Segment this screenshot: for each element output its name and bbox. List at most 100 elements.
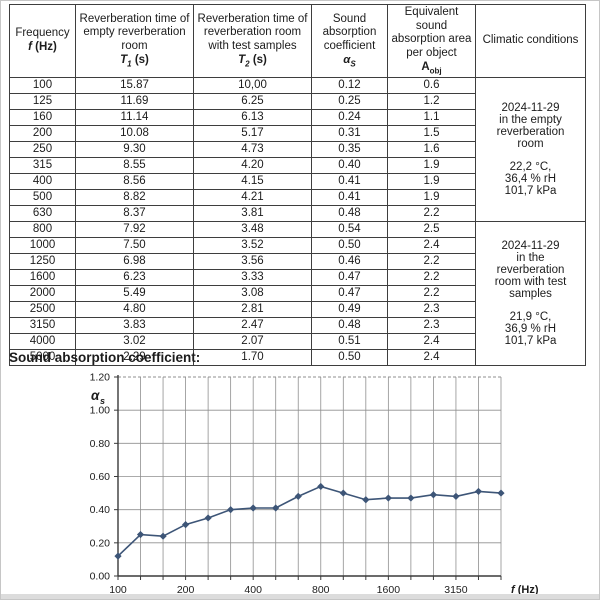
table-cell: 0.47 — [311, 268, 388, 286]
data-point-marker — [339, 489, 347, 497]
climatic-conditions-cell: 2024-11-29 in the reverberation room with t… — [475, 220, 586, 366]
table-row: 5000 2.29 1.70 0.50 2.4 — [9, 348, 586, 366]
table-row: 4000 3.02 2.07 0.51 2.4 — [9, 332, 586, 350]
table-cell: 250 — [9, 140, 76, 158]
col-header-t2: Reverberation time of reverberation room… — [193, 4, 312, 78]
table-cell: 8.37 — [75, 204, 194, 222]
table-cell: 6.13 — [193, 108, 312, 126]
table-cell: 630 — [9, 204, 76, 222]
data-point-marker — [317, 482, 325, 491]
table-cell: 500 — [9, 188, 76, 206]
data-point-marker — [114, 552, 122, 560]
table-row: 1600 6.23 3.33 0.47 2.2 — [9, 268, 586, 286]
table-cell: 4.15 — [193, 172, 312, 190]
table-cell: 1250 — [9, 252, 76, 270]
table-cell: 3.52 — [193, 236, 312, 254]
table-cell: 0.50 — [311, 348, 388, 366]
table-cell: 0.47 — [311, 284, 388, 302]
climatic-conditions-cell: 2024-11-29 in the empty reverberation room 2… — [475, 76, 586, 222]
x-tick-label: 3150 — [444, 584, 468, 596]
y-tick-label: 1.00 — [90, 405, 111, 417]
header-label: Sound absorption coefficient — [322, 12, 377, 52]
table-cell: 1.9 — [387, 156, 476, 174]
col-header-climatic: Climatic conditions — [475, 4, 586, 78]
table-cell: 2.5 — [387, 220, 476, 238]
y-tick-label: 1.20 — [90, 372, 111, 384]
absorption-coefficient-chart: 0.00 0.20 0.40 0.60 0.80 1.00 1.20 100 200 400 800… — [90, 372, 539, 597]
data-point-marker — [249, 504, 257, 512]
table-cell: 3150 — [9, 316, 76, 334]
y-tick-label: 0.60 — [90, 471, 111, 483]
table-cell: 7.92 — [75, 220, 194, 238]
table-cell: 2.4 — [387, 332, 476, 350]
header-symbol: αS — [343, 54, 356, 69]
table-cell: 2.47 — [193, 316, 312, 334]
table-cell: 2.2 — [387, 252, 476, 270]
header-label: Frequency — [15, 26, 70, 39]
table-cell: 1.9 — [387, 188, 476, 206]
table-cell: 0.41 — [311, 172, 388, 190]
table-cell: 11.14 — [75, 108, 194, 126]
table-cell: 5000 — [9, 348, 76, 366]
table-row: 200 10.08 5.17 0.31 1.5 — [9, 124, 586, 142]
table-cell: 7.50 — [75, 236, 194, 254]
table-cell: 0.40 — [311, 156, 388, 174]
table-cell: 8.55 — [75, 156, 194, 174]
table-cell: 0.50 — [311, 236, 388, 254]
table-cell: 8.82 — [75, 188, 194, 206]
table-cell: 6.25 — [193, 92, 312, 110]
data-point-marker — [227, 506, 235, 514]
table-cell: 0.24 — [311, 108, 388, 126]
table-cell: 2.2 — [387, 284, 476, 302]
table-cell: 5.49 — [75, 284, 194, 302]
table-cell: 2000 — [9, 284, 76, 302]
table-cell: 3.83 — [75, 316, 194, 334]
table-cell: 2.29 — [75, 348, 194, 366]
table-row: 2000 5.49 3.08 0.47 2.2 — [9, 284, 586, 302]
table-cell: 2.07 — [193, 332, 312, 350]
table-cell: 2500 — [9, 300, 76, 318]
table-row: 250 9.30 4.73 0.35 1.6 — [9, 140, 586, 158]
table-cell: 2.2 — [387, 268, 476, 286]
table-cell: 3.08 — [193, 284, 312, 302]
y-tick-label: 0.40 — [90, 504, 111, 516]
table-cell: 2.3 — [387, 300, 476, 318]
x-tick-label: 800 — [312, 584, 330, 596]
data-point-marker — [159, 532, 167, 540]
scan-edge — [1, 594, 599, 599]
x-tick-label: 200 — [177, 584, 195, 596]
table-cell: 15.87 — [75, 76, 194, 94]
table-cell: 4000 — [9, 332, 76, 350]
reverberation-measurement-table: Frequency f (Hz) Reverberation time of e… — [9, 4, 586, 366]
y-tick-label: 0.80 — [90, 438, 111, 450]
table-cell: 0.25 — [311, 92, 388, 110]
header-row: Frequency f (Hz) Reverberation time of e… — [9, 4, 586, 78]
section-title: Sound absorption coefficient: — [9, 350, 201, 365]
table-cell: 800 — [9, 220, 76, 238]
x-axis-title: f (Hz) — [511, 584, 539, 596]
x-tick-label: 1600 — [377, 584, 401, 596]
table-cell: 4.80 — [75, 300, 194, 318]
table-cell: 11.69 — [75, 92, 194, 110]
data-point-marker — [181, 520, 190, 529]
table-cell: 2.3 — [387, 316, 476, 334]
table-cell: 3.81 — [193, 204, 312, 222]
table-cell: 0.48 — [311, 204, 388, 222]
table-cell: 1.70 — [193, 348, 312, 366]
table-cell: 5.17 — [193, 124, 312, 142]
header-label: Reverberation time of empty reverberatio… — [79, 12, 190, 52]
table-cell: 1000 — [9, 236, 76, 254]
header-label: Equivalent sound absorption area per obj… — [391, 6, 472, 59]
table-cell: 160 — [9, 108, 76, 126]
header-symbol: T1 (s) — [120, 54, 149, 69]
table-cell: 0.35 — [311, 140, 388, 158]
table-cell: 4.21 — [193, 188, 312, 206]
col-header-alpha: Sound absorption coefficient αS — [311, 4, 388, 78]
data-point-marker — [407, 494, 415, 502]
table-row: 315 8.55 4.20 0.40 1.9 — [9, 156, 586, 174]
col-header-t1: Reverberation time of empty reverberatio… — [75, 4, 194, 78]
y-tick-label: 0.00 — [90, 571, 111, 583]
table-cell: 2.4 — [387, 236, 476, 254]
table-row: 100 15.87 10,00 0.12 0.6 2024-11-29 in the emp… — [9, 76, 586, 222]
